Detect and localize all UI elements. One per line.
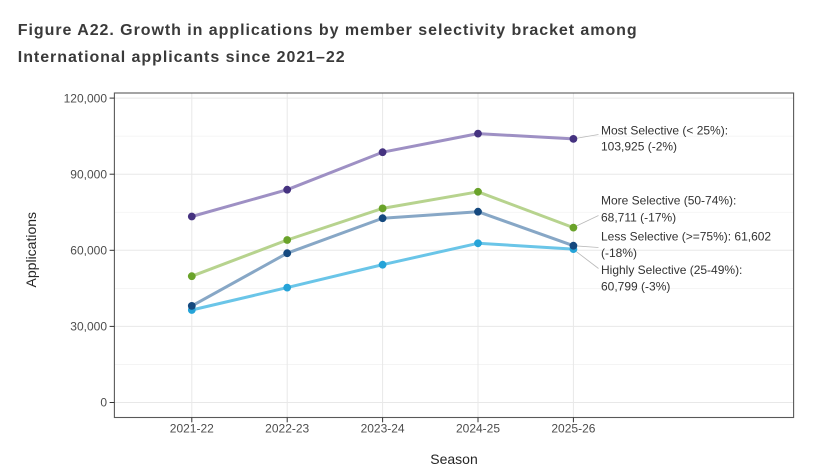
- svg-text:30,000: 30,000: [70, 320, 107, 334]
- svg-text:2025-26: 2025-26: [551, 422, 595, 436]
- svg-text:Most Selective (< 25%):: Most Selective (< 25%):: [601, 124, 728, 138]
- svg-text:Less Selective (>=75%): 61,602: Less Selective (>=75%): 61,602: [601, 230, 771, 244]
- svg-text:68,711 (-17%): 68,711 (-17%): [601, 210, 676, 224]
- svg-text:103,925 (-2%): 103,925 (-2%): [601, 140, 677, 154]
- svg-text:120,000: 120,000: [64, 91, 108, 105]
- svg-text:2022-23: 2022-23: [265, 422, 309, 436]
- svg-text:60,000: 60,000: [70, 244, 107, 258]
- svg-text:More Selective (50-74%):: More Selective (50-74%):: [601, 194, 736, 208]
- svg-text:Season: Season: [430, 451, 477, 467]
- svg-text:(-18%): (-18%): [601, 246, 637, 260]
- svg-text:Figure A22. Growth in applicat: Figure A22. Growth in applications by me…: [18, 22, 638, 39]
- svg-text:2024-25: 2024-25: [456, 422, 500, 436]
- svg-text:2023-24: 2023-24: [361, 422, 405, 436]
- svg-text:Highly Selective (25-49%):: Highly Selective (25-49%):: [601, 263, 742, 277]
- svg-text:Applications: Applications: [23, 212, 39, 288]
- svg-text:60,799 (-3%): 60,799 (-3%): [601, 280, 670, 294]
- svg-text:90,000: 90,000: [70, 167, 107, 181]
- svg-text:International applicants since: International applicants since 2021–22: [18, 49, 346, 66]
- svg-text:2021-22: 2021-22: [170, 422, 214, 436]
- svg-text:0: 0: [100, 396, 107, 410]
